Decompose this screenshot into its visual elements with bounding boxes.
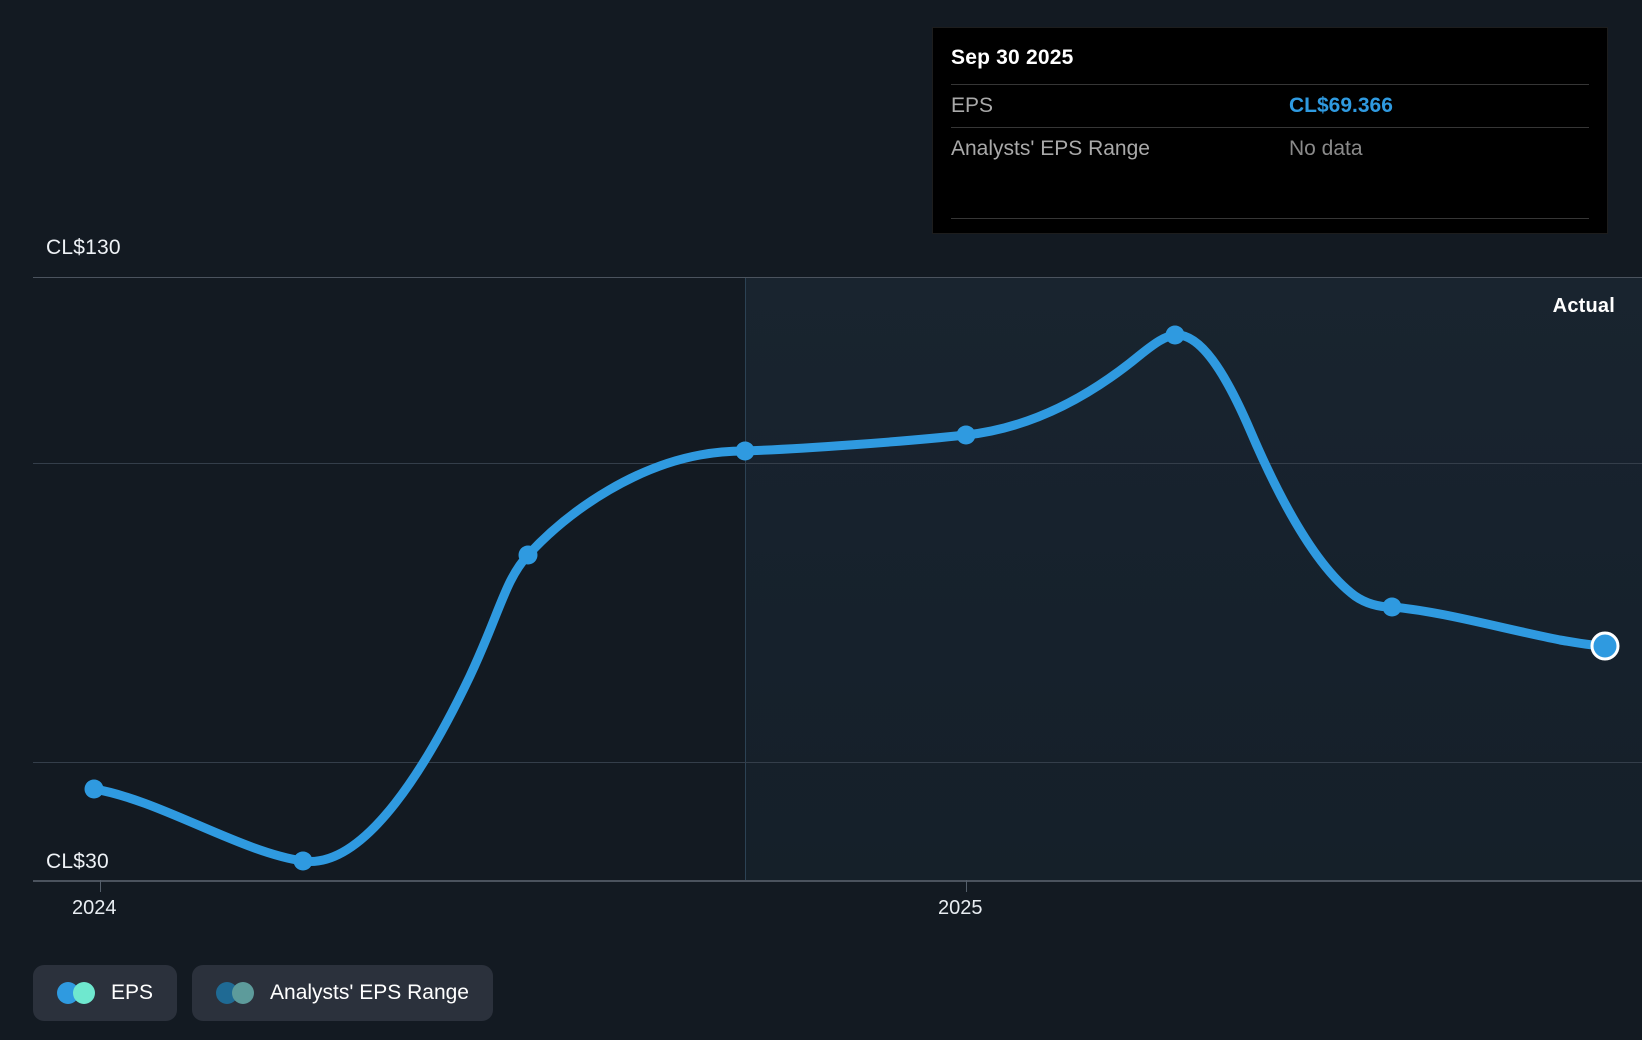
legend-item-eps[interactable]: EPS [33,965,178,1021]
tooltip-key-analysts-range: Analysts' EPS Range [951,137,1150,160]
y-axis-label-bottom: CL$30 [46,850,109,873]
gridline-middle [33,463,1642,464]
tooltip-row-eps: EPS CL$69.366 [951,84,1589,127]
tooltip-row-analysts-range: Analysts' EPS Range No data [951,127,1589,170]
legend-swatch-analysts-range-icon [216,982,256,1004]
gridline-lower [33,762,1642,763]
eps-data-point[interactable] [293,851,313,871]
legend-dot-secondary-icon [73,982,95,1004]
eps-series-line [89,330,1610,866]
period-divider-line [745,278,746,880]
eps-data-points [84,325,1620,871]
legend-label-analysts-eps-range: Analysts' EPS Range [270,981,469,1004]
eps-data-point[interactable] [956,425,976,445]
eps-data-point[interactable] [735,441,755,461]
tooltip-date: Sep 30 2025 [951,46,1074,69]
tooltip-value-eps: CL$69.366 [1289,94,1393,117]
legend-item-analysts-eps-range[interactable]: Analysts' EPS Range [192,965,493,1021]
gridline-top [33,277,1642,278]
eps-data-point[interactable] [1165,325,1185,345]
x-axis-label-2024: 2024 [72,897,117,919]
eps-data-point[interactable] [518,545,538,565]
x-tick-2025 [966,880,967,892]
x-axis-label-2025: 2025 [938,897,983,919]
x-axis-line [33,880,1642,882]
chart-legend: EPS Analysts' EPS Range [33,965,493,1021]
tooltip-key-eps: EPS [951,94,994,117]
y-axis-label-top: CL$130 [46,236,121,259]
x-tick-2024 [100,880,101,892]
actual-region-label: Actual [1552,295,1615,317]
chart-tooltip: Sep 30 2025 EPS CL$69.366 Analysts' EPS … [932,27,1608,234]
tooltip-value-analysts-range: No data [1289,137,1363,160]
legend-dot-secondary-icon [232,982,255,1004]
actual-region [745,278,1642,880]
legend-swatch-eps-icon [57,982,97,1004]
historical-region [0,278,745,880]
eps-data-point[interactable] [1382,597,1402,617]
eps-data-point-highlighted[interactable] [1590,631,1620,661]
tooltip-footer-divider [951,218,1589,219]
legend-label-eps: EPS [111,981,154,1004]
eps-data-point[interactable] [84,779,104,799]
